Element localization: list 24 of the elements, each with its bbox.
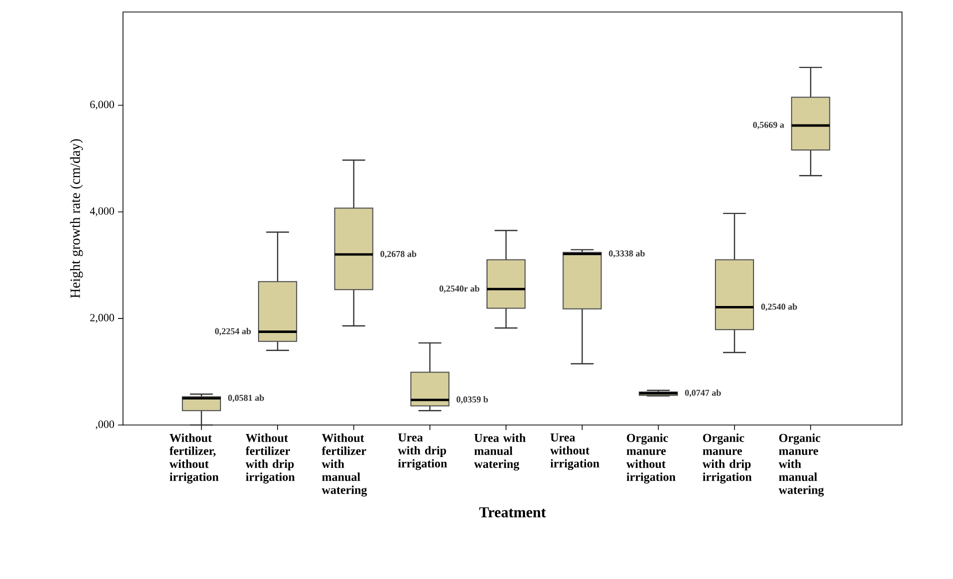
- x-tick-label: Organic manure with manual watering: [778, 434, 824, 497]
- annotation: 0,0581 ab: [228, 394, 264, 402]
- annotation: 0,2540r ab: [440, 285, 480, 293]
- y-tick-label: 6,000: [90, 100, 114, 110]
- x-tick-label: Without fertilizer with drip irrigation: [246, 434, 295, 484]
- x-tick-label: Urea with drip irrigation: [398, 434, 448, 470]
- x-tick-label: Organic manure with drip irrigation: [702, 434, 752, 484]
- x-tick-label: Organic manure without irrigation: [626, 434, 676, 484]
- y-tick-label: 4,000: [90, 207, 114, 216]
- annotation: 0,5669 a: [753, 122, 784, 130]
- annotation: 0,0359 b: [456, 396, 488, 404]
- annotation: 0,3338 ab: [608, 250, 645, 258]
- x-tick-label: Urea with manual watering: [474, 434, 526, 471]
- annotation: 0,2540 ab: [761, 303, 798, 312]
- y-tick-label: 2,000: [90, 314, 114, 323]
- y-tick-label: ,000: [96, 420, 114, 430]
- y-axis-title: Height growth rate (cm/day): [70, 139, 83, 298]
- annotation: 0,2254 ab: [215, 328, 251, 336]
- x-tick-label: Without fertilizer, without irrigation: [169, 434, 219, 484]
- annotation: 0,0747 ab: [685, 389, 721, 398]
- x-tick-label: Urea without irrigation: [550, 434, 600, 470]
- x-tick-label: Without fertilizer with manual watering: [322, 434, 367, 497]
- x-axis-title: Treatment: [479, 507, 546, 518]
- annotation: 0,2678 ab: [380, 250, 416, 258]
